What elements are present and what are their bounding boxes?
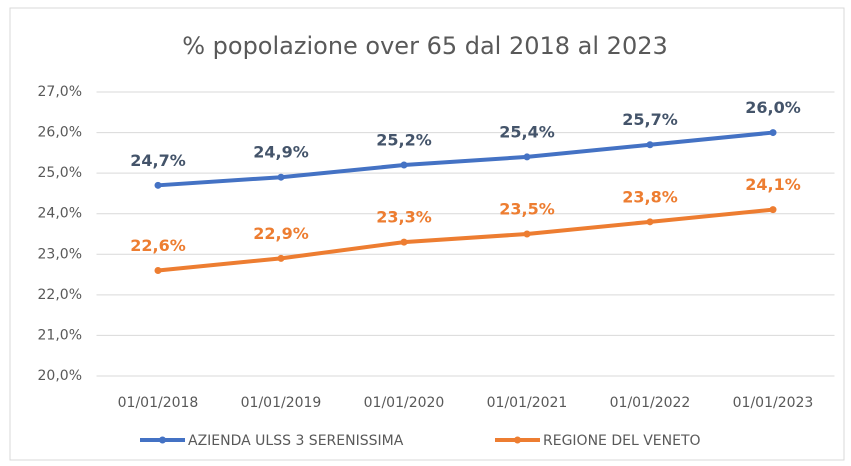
data-point (277, 173, 285, 181)
x-tick-label: 01/01/2023 (733, 395, 814, 411)
data-point (646, 141, 654, 149)
legend-marker (159, 436, 166, 444)
data-label: 26,0% (745, 98, 801, 117)
y-tick-label: 24,0% (38, 206, 82, 222)
y-tick-label: 20,0% (38, 368, 82, 384)
data-label: 25,4% (499, 122, 555, 141)
data-point (523, 153, 531, 161)
data-label: 25,2% (376, 131, 432, 150)
data-point (154, 267, 162, 275)
data-label: 22,9% (253, 224, 309, 243)
data-point (277, 254, 285, 262)
data-label: 24,1% (745, 175, 801, 194)
x-tick-label: 01/01/2022 (610, 395, 691, 411)
data-label: 23,8% (622, 187, 678, 206)
y-tick-label: 26,0% (38, 125, 82, 141)
y-tick-label: 23,0% (38, 246, 82, 262)
data-label: 24,9% (253, 143, 309, 162)
data-point (769, 129, 777, 137)
legend-label: AZIENDA ULSS 3 SERENISSIMA (188, 433, 404, 449)
x-tick-label: 01/01/2020 (364, 395, 445, 411)
legend-label: REGIONE DEL VENETO (543, 433, 701, 449)
data-point (400, 238, 408, 246)
chart-border (9, 7, 845, 461)
data-point (523, 230, 531, 238)
y-tick-label: 27,0% (38, 84, 82, 100)
data-point (646, 218, 654, 226)
chart-title: % popolazione over 65 dal 2018 al 2023 (182, 32, 668, 60)
data-point (769, 206, 777, 214)
series-line (156, 207, 775, 273)
data-label: 23,3% (376, 208, 432, 227)
x-tick-label: 01/01/2018 (118, 395, 199, 411)
series-line (156, 130, 775, 188)
data-label: 23,5% (499, 200, 555, 219)
data-label: 24,7% (130, 151, 186, 170)
y-tick-label: 25,0% (38, 165, 82, 181)
x-tick-label: 01/01/2021 (487, 395, 568, 411)
data-point (154, 181, 162, 189)
y-tick-label: 21,0% (38, 327, 82, 343)
data-point (400, 161, 408, 169)
legend-marker (514, 436, 521, 444)
data-label: 25,7% (622, 110, 678, 129)
data-label: 22,6% (130, 236, 186, 255)
y-tick-label: 22,0% (38, 287, 82, 303)
x-tick-label: 01/01/2019 (241, 395, 322, 411)
